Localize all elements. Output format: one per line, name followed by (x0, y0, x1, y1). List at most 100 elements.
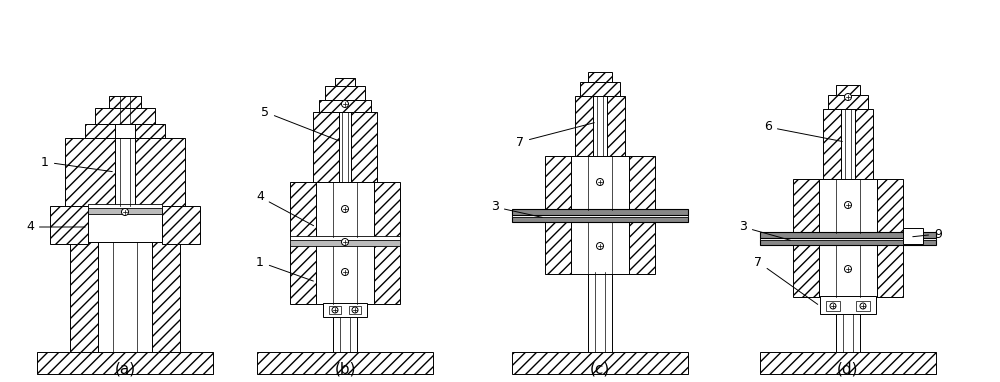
Bar (512, 352, 688, 374)
Bar (88, 206, 162, 214)
Bar (319, 100, 371, 112)
Bar (629, 220, 655, 274)
Bar (316, 182, 374, 237)
Text: (b): (b) (334, 362, 356, 377)
Bar (349, 306, 361, 314)
Circle shape (844, 201, 852, 209)
Circle shape (844, 94, 852, 100)
Bar (841, 109, 855, 179)
Bar (65, 138, 115, 206)
Bar (335, 78, 355, 86)
Text: 6: 6 (764, 120, 842, 141)
Text: 4: 4 (26, 220, 85, 233)
Bar (760, 237, 936, 240)
Bar (257, 352, 433, 374)
Text: 7: 7 (754, 256, 818, 304)
Bar (793, 243, 819, 297)
Bar (135, 138, 185, 206)
Bar (877, 179, 903, 233)
Bar (823, 109, 841, 179)
Bar (333, 312, 357, 352)
Bar (593, 96, 607, 156)
Bar (588, 272, 612, 352)
Text: 3: 3 (491, 201, 542, 217)
Bar (512, 214, 688, 217)
Text: 7: 7 (516, 123, 594, 149)
Bar (856, 301, 870, 311)
Circle shape (342, 269, 349, 275)
Text: (d): (d) (837, 362, 859, 377)
Bar (323, 303, 367, 317)
Bar (580, 82, 620, 96)
Bar (109, 96, 141, 108)
Bar (571, 156, 629, 210)
Bar (819, 179, 877, 233)
Bar (325, 86, 365, 100)
Bar (290, 182, 316, 237)
Bar (836, 85, 860, 95)
Bar (313, 112, 339, 182)
Bar (828, 95, 868, 109)
Circle shape (332, 307, 338, 313)
Circle shape (352, 307, 358, 313)
Bar (571, 220, 629, 274)
Bar (374, 182, 400, 237)
Bar (819, 243, 877, 297)
Bar (152, 242, 180, 352)
Text: (a): (a) (114, 362, 136, 377)
Bar (545, 220, 571, 274)
Bar (115, 138, 135, 206)
Circle shape (342, 238, 349, 246)
Bar (826, 301, 840, 311)
Bar (820, 296, 876, 314)
Bar (374, 244, 400, 304)
Bar (629, 156, 655, 210)
Text: 1: 1 (41, 155, 112, 172)
Bar (512, 209, 688, 215)
Text: 3: 3 (739, 220, 790, 240)
Bar (855, 109, 873, 179)
Bar (760, 239, 936, 245)
Bar (88, 212, 162, 242)
Bar (37, 352, 213, 374)
Bar (88, 204, 162, 208)
Bar (545, 156, 571, 210)
Circle shape (122, 209, 128, 215)
Text: 5: 5 (261, 105, 339, 141)
Bar (512, 216, 688, 222)
Bar (290, 238, 400, 246)
Bar (98, 242, 152, 352)
Circle shape (830, 303, 836, 309)
Bar (50, 206, 88, 244)
Bar (316, 244, 374, 304)
Bar (162, 206, 200, 244)
Bar (351, 112, 377, 182)
Circle shape (860, 303, 866, 309)
Circle shape (596, 178, 604, 186)
Bar (85, 124, 115, 138)
Bar (115, 124, 135, 138)
Bar (760, 232, 936, 238)
Bar (575, 96, 593, 156)
Bar (135, 124, 165, 138)
Bar (339, 112, 351, 182)
Bar (903, 228, 923, 244)
Bar (836, 308, 860, 352)
Circle shape (342, 100, 349, 107)
Circle shape (596, 243, 604, 249)
Bar (290, 244, 316, 304)
Bar (290, 236, 400, 240)
Bar (95, 108, 155, 124)
Text: 4: 4 (256, 191, 314, 226)
Bar (70, 242, 98, 352)
Bar (877, 243, 903, 297)
Bar (588, 72, 612, 82)
Bar (329, 306, 341, 314)
Text: 1: 1 (256, 256, 313, 281)
Text: 9: 9 (913, 228, 942, 241)
Bar (793, 179, 819, 233)
Circle shape (342, 206, 349, 212)
Text: (c): (c) (590, 362, 610, 377)
Bar (760, 352, 936, 374)
Circle shape (844, 265, 852, 272)
